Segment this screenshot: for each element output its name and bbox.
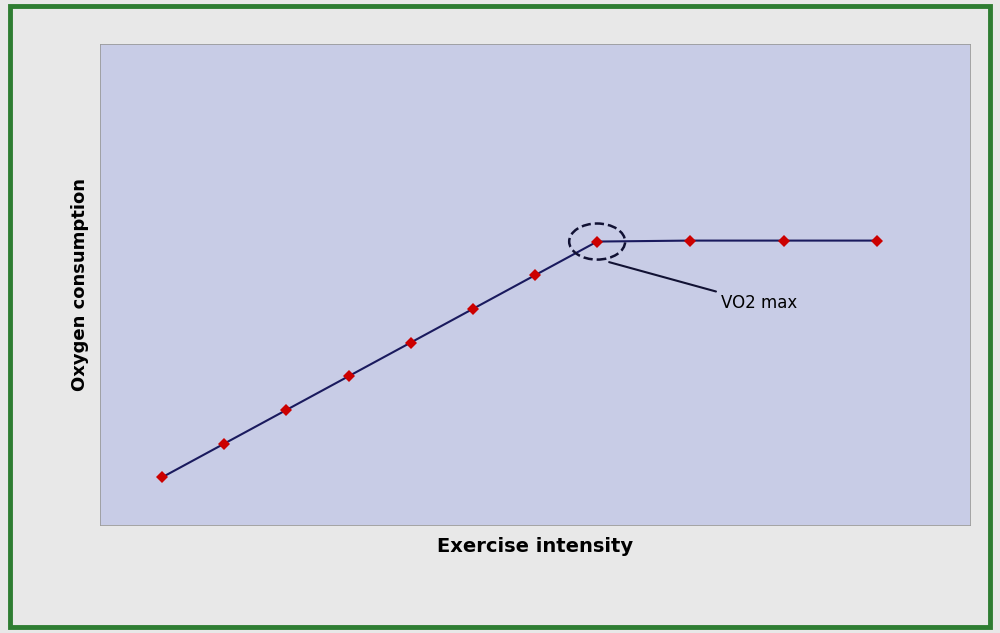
Text: VO2 max: VO2 max [609,262,798,313]
X-axis label: Exercise intensity: Exercise intensity [437,537,633,556]
Y-axis label: Oxygen consumption: Oxygen consumption [71,179,89,391]
